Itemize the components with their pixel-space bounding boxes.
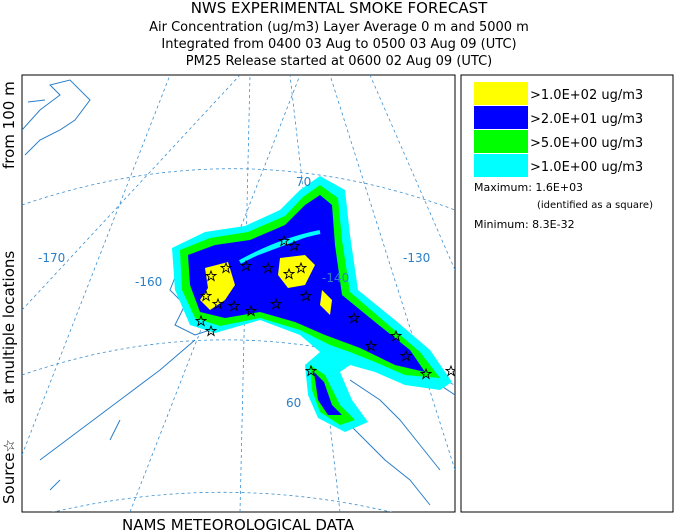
map: -170 -160 -140 -130 70 60 [21,74,456,513]
graticule-label: -170 [38,251,65,265]
legend: Maximum: 1.6E+03 (identified as a square… [460,74,674,513]
side-label-text: Source☆ [0,439,18,504]
title: NWS EXPERIMENTAL SMOKE FORECAST [191,0,488,17]
graticule-label: -130 [403,251,430,265]
subtitle: PM25 Release started at 0600 02 Aug 09 (… [186,54,493,69]
legend-swatch [474,82,528,105]
maximum-note: (identified as a square) [537,200,653,211]
legend-label: >1.0E+02 ug/m3 [530,88,643,103]
side-label: Source☆ at multiple locations from 100 m [0,81,18,504]
legend-label: >2.0E+01 ug/m3 [530,112,643,127]
legend-swatch [474,106,528,129]
maximum: Maximum: 1.6E+03 [474,181,583,194]
side-label-text: at multiple locations [0,251,18,404]
graticule-label: -160 [135,275,162,289]
side-label-text: from 100 m [0,81,18,169]
subtitle: Integrated from 0400 03 Aug to 0500 03 A… [161,37,516,52]
legend-swatch [474,154,528,177]
graticule-label: 60 [286,396,301,410]
graticule-label: 70 [296,175,311,189]
legend-label: >5.0E+00 ug/m3 [530,136,643,151]
legend-label: >1.0E+00 ug/m3 [530,160,643,175]
legend-swatch [474,130,528,153]
graticule-label: -140 [322,271,349,285]
subtitle: Air Concentration (ug/m3) Layer Average … [149,20,529,35]
footer: NAMS METEOROLOGICAL DATA [122,516,355,532]
minimum: Minimum: 8.3E-32 [474,218,575,231]
